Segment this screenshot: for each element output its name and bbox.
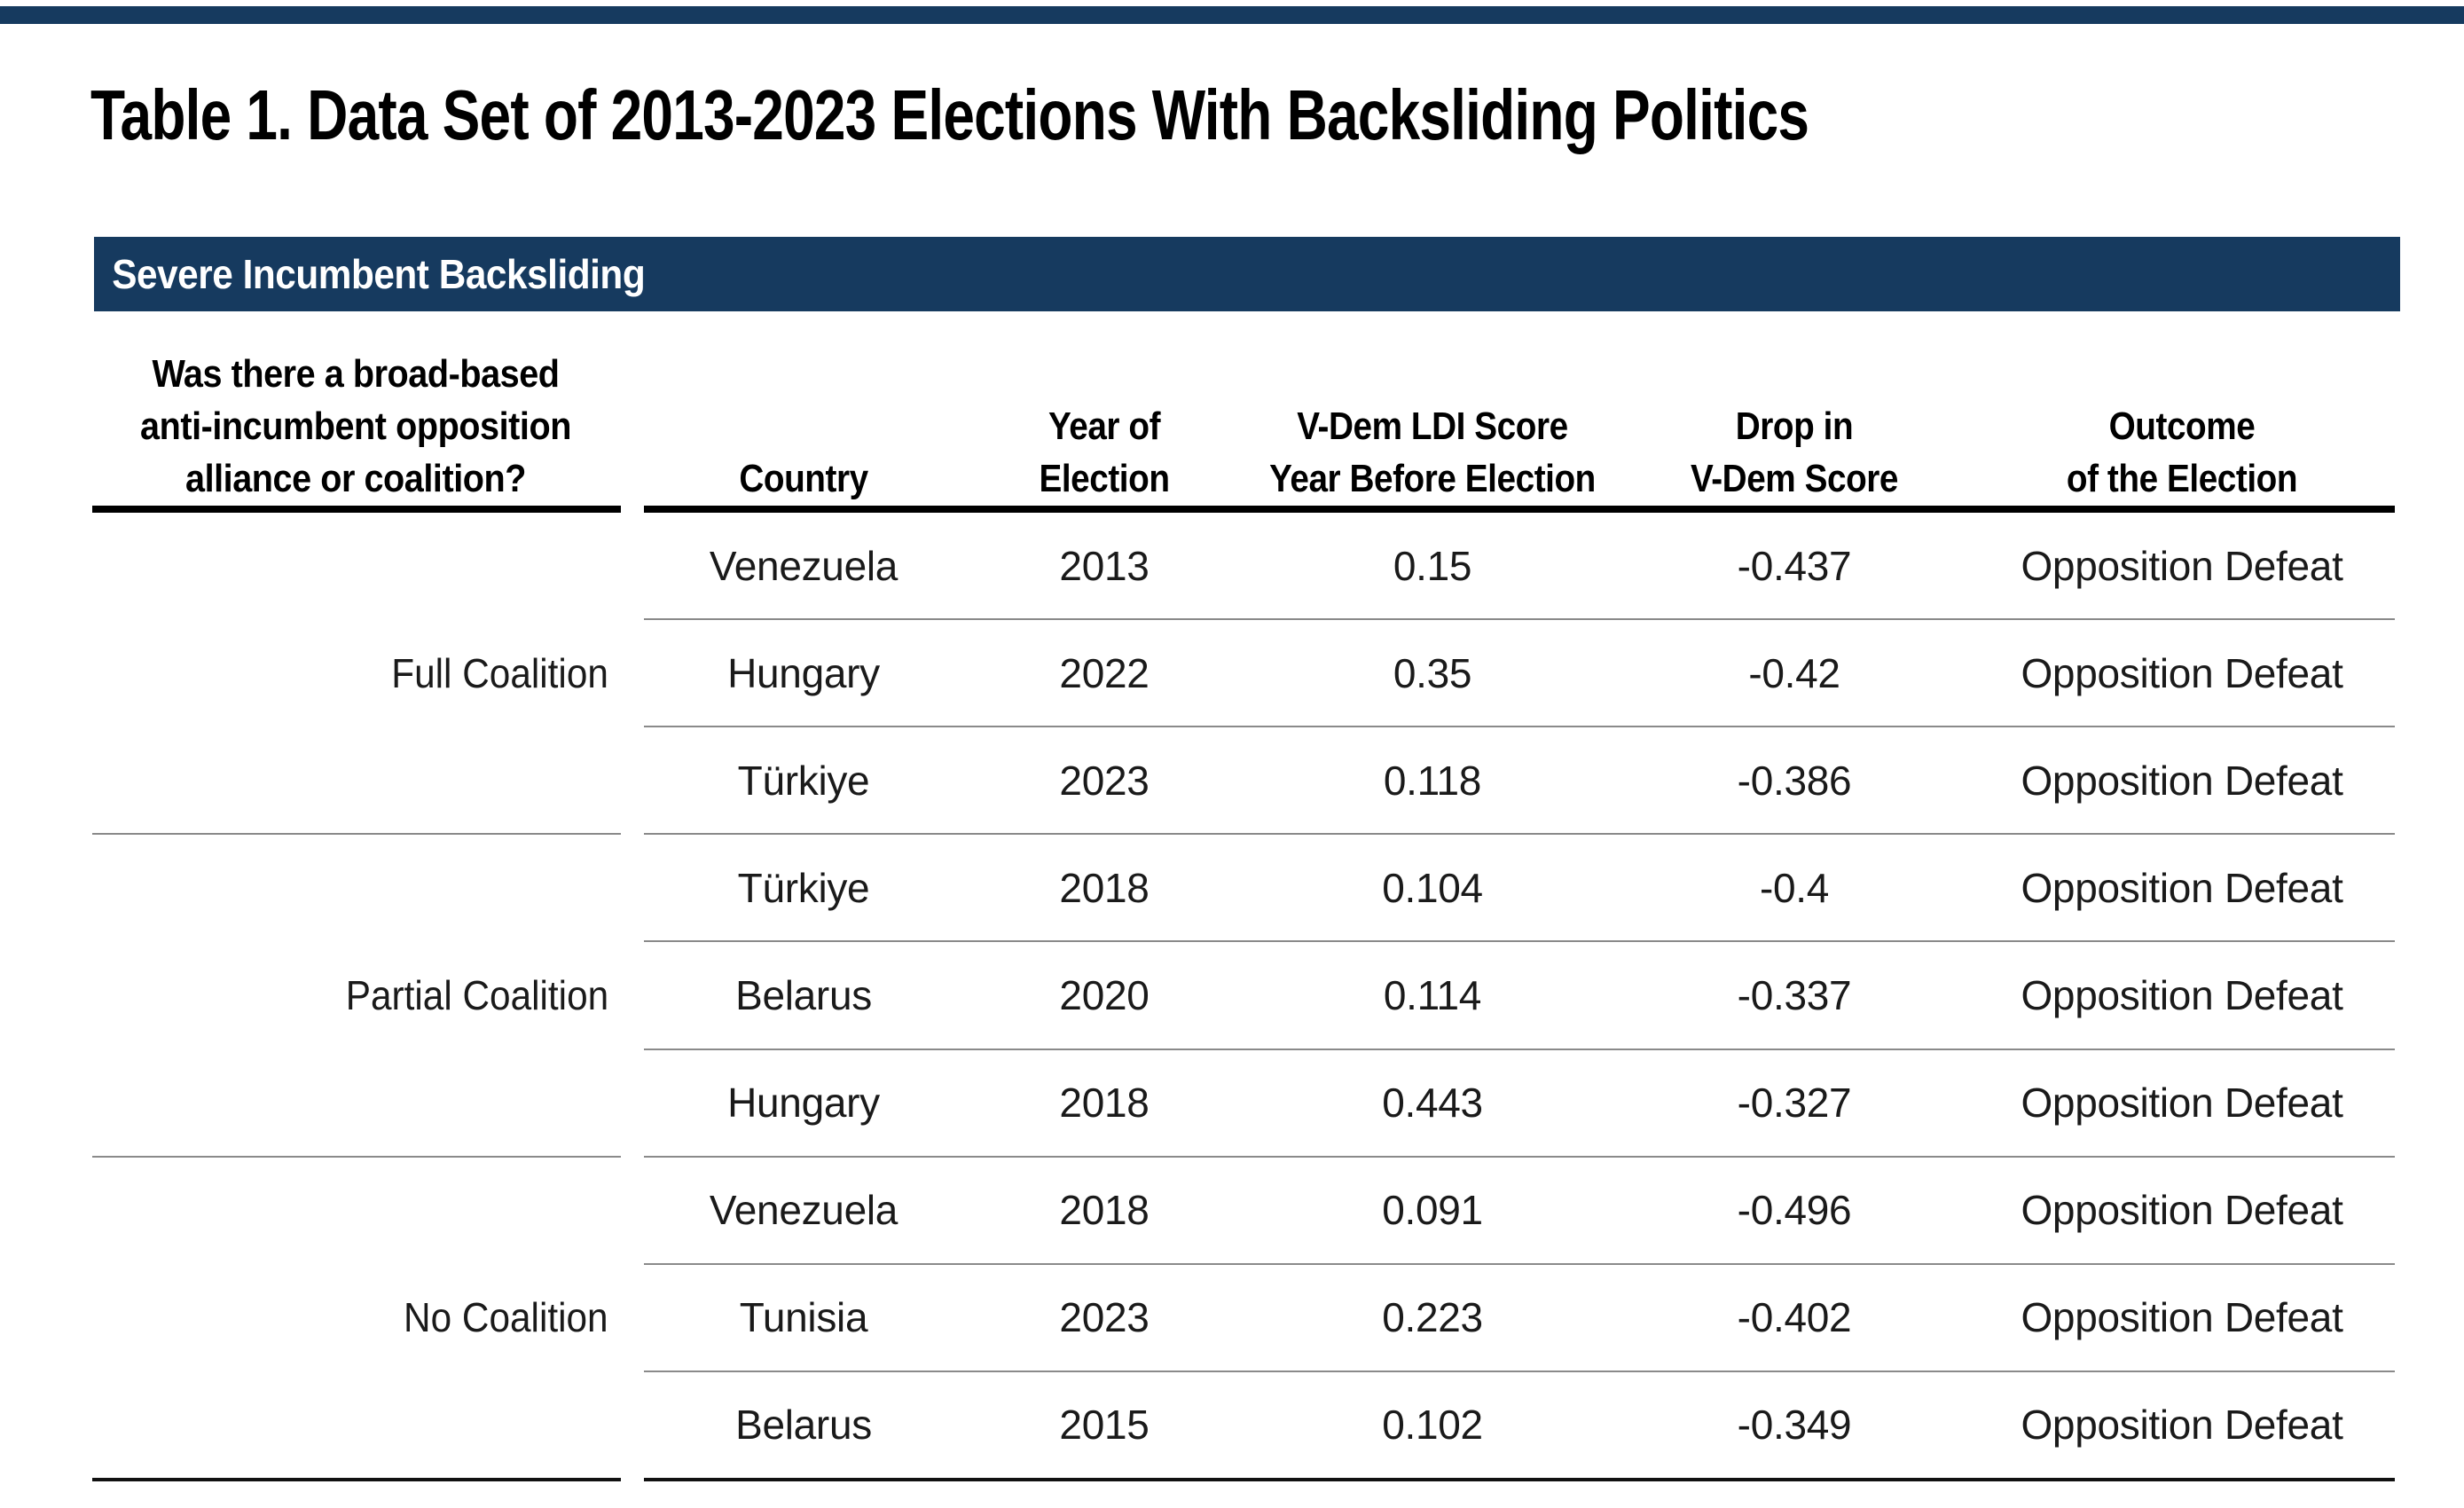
group-partial-coalition: Partial Coalition (92, 833, 621, 1155)
cell-drop: -0.496 (1737, 1187, 1852, 1234)
column-header-ldi-score: V-Dem LDI Score Year Before Election (1267, 400, 1597, 505)
table-row: Hungary 2018 0.443 -0.327 Opposition Defeat (644, 1048, 2395, 1156)
column-header-country-bottom: Country (739, 457, 868, 500)
table-row: Türkiye 2023 0.118 -0.386 Opposition Defeat (644, 726, 2395, 833)
cell-drop: -0.386 (1737, 757, 1852, 804)
group-label: No Coalition (404, 1294, 608, 1341)
question-header-line-2: anti-incumbent opposition (140, 404, 571, 448)
table-title: Table 1. Data Set of 2013-2023 Elections… (90, 75, 1809, 154)
cell-year: 2018 (1059, 1187, 1150, 1234)
column-header-drop: Drop in V-Dem Score (1641, 400, 1949, 505)
table-row: Türkiye 2018 0.104 -0.4 Opposition Defeat (644, 833, 2395, 940)
group-full-coalition: Full Coalition (92, 513, 621, 833)
cell-country: Hungary (727, 649, 880, 696)
cell-year: 2023 (1059, 1294, 1150, 1341)
cell-outcome: Opposition Defeat (2021, 757, 2343, 804)
question-header-line-3: alliance or coalition? (184, 457, 526, 500)
cell-ldi: 0.443 (1382, 1080, 1483, 1127)
cell-outcome: Opposition Defeat (2021, 864, 2343, 911)
cell-ldi: 0.114 (1383, 971, 1482, 1018)
cell-ldi: 0.104 (1382, 864, 1483, 911)
top-accent-bar (0, 6, 2464, 24)
table-row: Venezuela 2013 0.15 -0.437 Opposition Defeat (644, 513, 2395, 618)
column-header-drop-top: Drop in (1735, 404, 1854, 448)
cell-year: 2018 (1059, 864, 1150, 911)
cell-outcome: Opposition Defeat (2021, 542, 2343, 589)
cell-drop: -0.4 (1759, 864, 1830, 911)
cell-drop: -0.437 (1737, 542, 1852, 589)
cell-drop: -0.42 (1748, 649, 1840, 696)
cell-country: Belarus (735, 971, 872, 1018)
question-header-line-1: Was there a broad-based (152, 352, 560, 396)
column-header-ldi-top: V-Dem LDI Score (1297, 404, 1568, 448)
cell-country: Hungary (727, 1080, 880, 1127)
cell-drop: -0.402 (1737, 1294, 1852, 1341)
cell-country: Türkiye (737, 864, 870, 911)
cell-year: 2022 (1059, 649, 1150, 696)
cell-year: 2015 (1059, 1402, 1150, 1449)
cell-country: Türkiye (737, 757, 870, 804)
question-column-header: Was there a broad-based anti-incumbent o… (121, 348, 592, 505)
cell-country: Tunisia (739, 1294, 868, 1341)
table-row: Venezuela 2018 0.091 -0.496 Opposition Defea… (644, 1155, 2395, 1263)
section-banner: Severe Incumbent Backsliding (94, 237, 2400, 311)
cell-outcome: Opposition Defeat (2021, 1080, 2343, 1127)
cell-outcome: Opposition Defeat (2021, 971, 2343, 1018)
group-label: Partial Coalition (345, 971, 608, 1018)
column-header-ldi-bottom: Year Before Election (1269, 457, 1596, 500)
header-rule-main (644, 506, 2395, 513)
column-header-outcome: Outcome of the Election (1995, 400, 2369, 505)
cell-drop: -0.337 (1737, 971, 1852, 1018)
cell-year: 2018 (1059, 1080, 1150, 1127)
cell-year: 2020 (1059, 971, 1150, 1018)
cell-ldi: 0.118 (1383, 757, 1482, 804)
cell-outcome: Opposition Defeat (2021, 1294, 2343, 1341)
cell-year: 2013 (1059, 542, 1150, 589)
header-rule-left (92, 506, 621, 513)
section-banner-label: Severe Incumbent Backsliding (112, 251, 646, 297)
cell-country: Belarus (735, 1402, 872, 1449)
column-header-drop-bottom: V-Dem Score (1690, 457, 1899, 500)
cell-ldi: 0.35 (1393, 649, 1472, 696)
coalition-group-column: Full Coalition Partial Coalition No Coal… (92, 513, 621, 1481)
cell-outcome: Opposition Defeat (2021, 1402, 2343, 1449)
cell-drop: -0.349 (1737, 1402, 1852, 1449)
column-header-year-bottom: Election (1039, 457, 1170, 500)
column-header-year: Year of Election (980, 400, 1228, 505)
cell-ldi: 0.091 (1382, 1187, 1483, 1234)
column-header-outcome-bottom: of the Election (2066, 457, 2298, 500)
cell-ldi: 0.15 (1393, 542, 1472, 589)
cell-outcome: Opposition Defeat (2021, 1187, 2343, 1234)
column-header-year-top: Year of (1048, 404, 1161, 448)
table-row: Belarus 2015 0.102 -0.349 Opposition Defeat (644, 1370, 2395, 1478)
table-row: Tunisia 2023 0.223 -0.402 Opposition Defeat (644, 1262, 2395, 1371)
cell-drop: -0.327 (1737, 1080, 1852, 1127)
table-row: Belarus 2020 0.114 -0.337 Opposition Defeat (644, 940, 2395, 1048)
group-no-coalition: No Coalition (92, 1155, 621, 1478)
cell-country: Venezuela (709, 542, 898, 589)
cell-year: 2023 (1059, 757, 1150, 804)
column-header-country: Country (663, 452, 945, 505)
cell-ldi: 0.102 (1382, 1402, 1483, 1449)
cell-outcome: Opposition Defeat (2021, 649, 2343, 696)
table-body: Venezuela 2013 0.15 -0.437 Opposition Defeat… (644, 513, 2395, 1481)
group-label: Full Coalition (391, 649, 608, 696)
table-row: Hungary 2022 0.35 -0.42 Opposition Defeat (644, 618, 2395, 726)
column-header-outcome-top: Outcome (2108, 404, 2256, 448)
cell-country: Venezuela (709, 1187, 898, 1234)
cell-ldi: 0.223 (1382, 1294, 1483, 1341)
